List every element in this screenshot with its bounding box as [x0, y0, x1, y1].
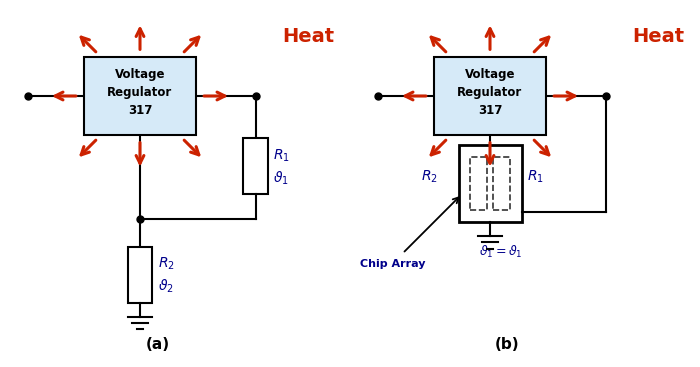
Bar — [493, 157, 510, 210]
Text: $R_1$: $R_1$ — [526, 168, 544, 185]
Bar — [458, 145, 522, 222]
Text: $\vartheta_1 = \vartheta_1$: $\vartheta_1 = \vartheta_1$ — [479, 244, 522, 260]
Text: (a): (a) — [146, 337, 169, 352]
Text: $R_1$: $R_1$ — [273, 147, 290, 164]
Text: Voltage
Regulator
317: Voltage Regulator 317 — [107, 68, 173, 117]
Text: Voltage
Regulator
317: Voltage Regulator 317 — [457, 68, 523, 117]
Text: $\vartheta_1$: $\vartheta_1$ — [273, 170, 289, 187]
Text: Heat: Heat — [632, 27, 684, 46]
Text: (b): (b) — [495, 337, 520, 352]
Bar — [470, 157, 487, 210]
Bar — [244, 138, 267, 194]
Text: $\vartheta_2$: $\vartheta_2$ — [158, 278, 174, 295]
Bar — [84, 58, 196, 134]
Text: $R_2$: $R_2$ — [158, 256, 174, 272]
Text: Chip Array: Chip Array — [360, 259, 426, 269]
Bar — [127, 247, 153, 302]
Text: Heat: Heat — [282, 27, 334, 46]
Text: $R_2$: $R_2$ — [421, 168, 438, 185]
Bar — [434, 58, 546, 134]
